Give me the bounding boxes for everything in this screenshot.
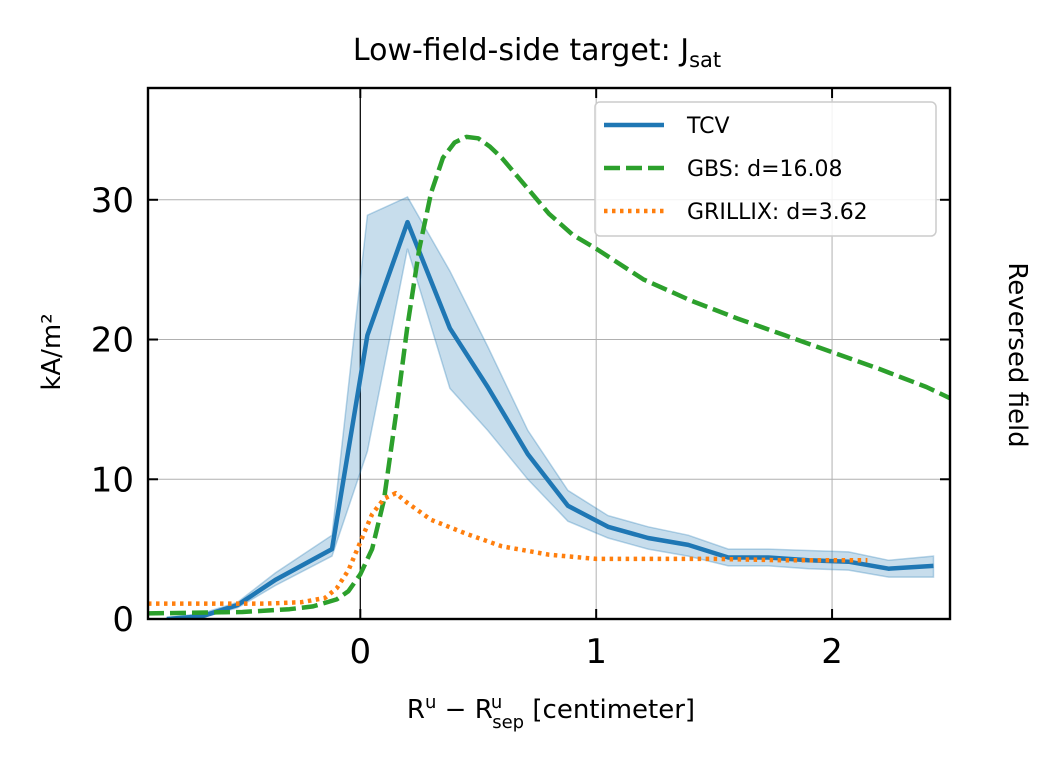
side-label: Reversed field xyxy=(1002,262,1032,447)
y-tick-label: 0 xyxy=(112,600,134,640)
plot-frame xyxy=(146,86,952,621)
chart-title-subscript: sat xyxy=(689,48,721,72)
legend: TCV GBS: d=16.08 GRILLIX: d=3.62 xyxy=(594,101,937,237)
x-tick-label: 1 xyxy=(585,632,607,672)
y-axis-label: kA/m² xyxy=(37,313,67,390)
legend-box xyxy=(594,101,937,237)
series-line xyxy=(148,134,950,616)
y-tick-label: 30 xyxy=(91,181,134,221)
series-lines xyxy=(148,134,950,619)
x-tick-label: 0 xyxy=(349,632,371,672)
tcv-uncertainty-band xyxy=(166,196,935,619)
y-tick-label: 20 xyxy=(91,321,134,361)
series-line xyxy=(148,490,868,606)
x-tick-label: 2 xyxy=(821,632,843,672)
legend-label: TCV xyxy=(686,114,730,139)
chart-title: Low-field-side target: Jsat xyxy=(353,33,721,72)
y-tick-label: 10 xyxy=(91,460,134,500)
legend-label: GBS: d=16.08 xyxy=(687,157,843,182)
x-axis-label: Ru − Ru sep [centimeter] xyxy=(407,692,695,733)
uncertainty-band xyxy=(166,196,935,619)
legend-items: TCV GBS: d=16.08 GRILLIX: d=3.62 xyxy=(604,114,868,225)
legend-label: GRILLIX: d=3.62 xyxy=(687,200,868,225)
